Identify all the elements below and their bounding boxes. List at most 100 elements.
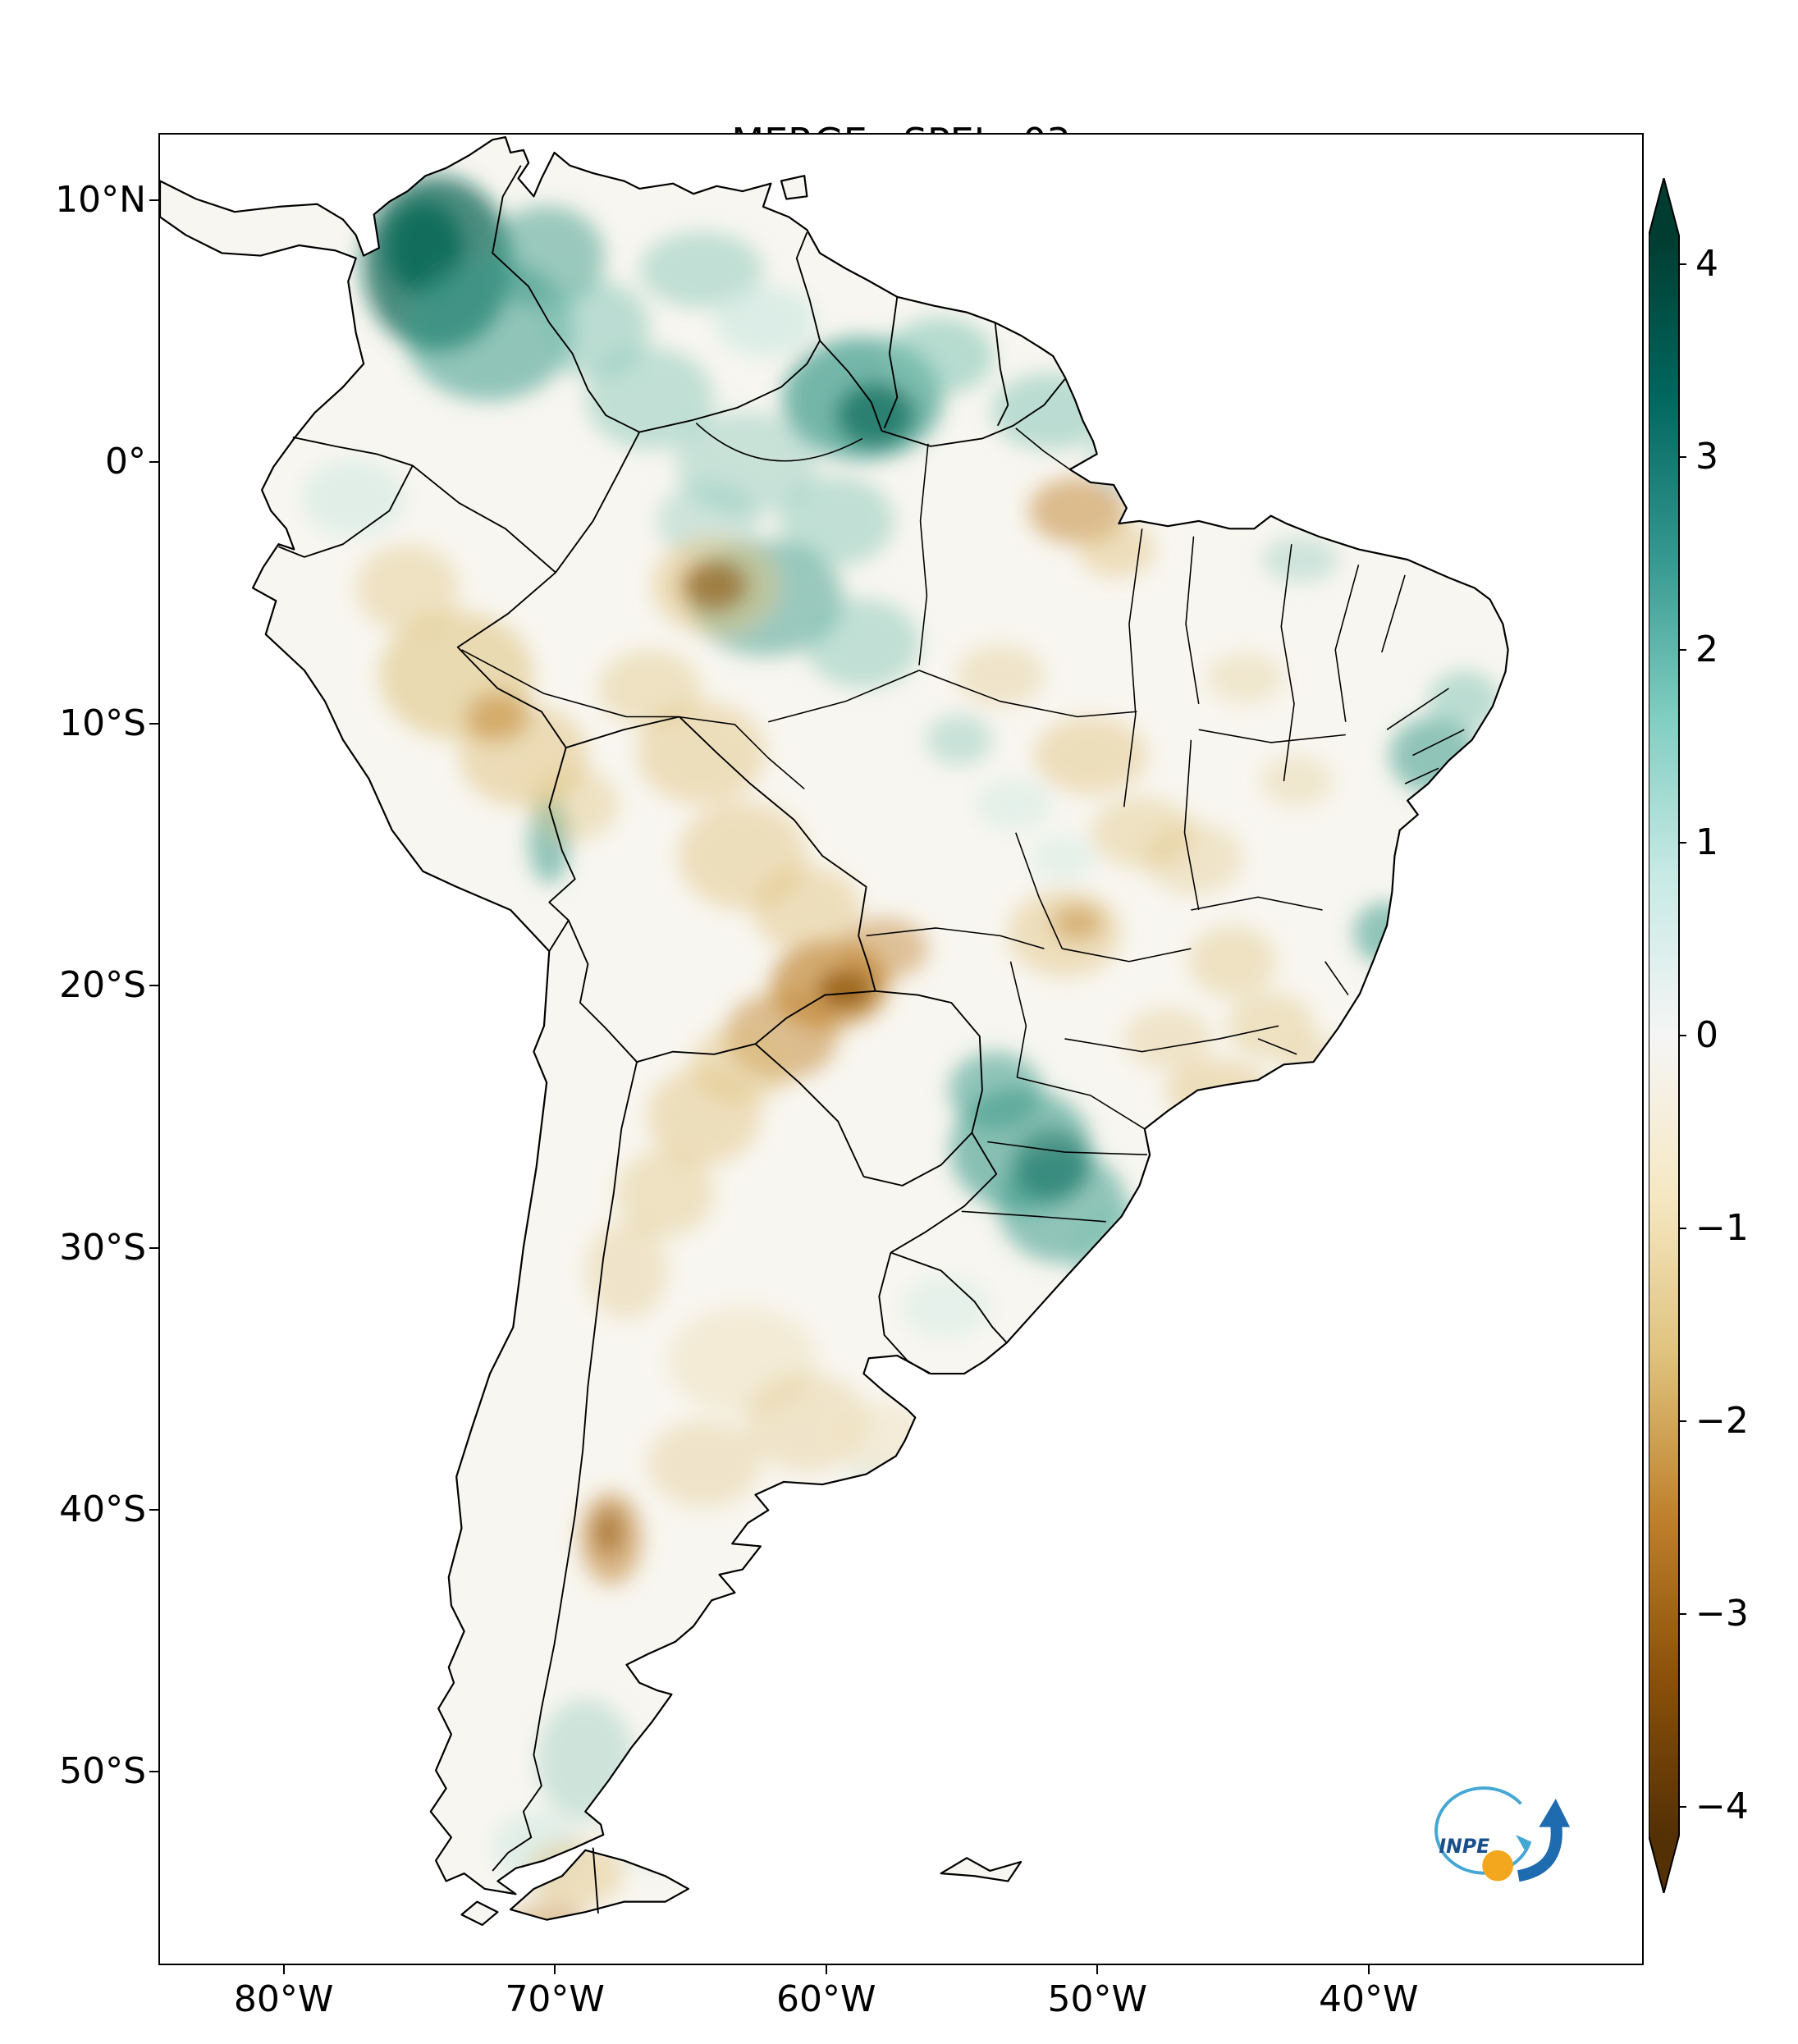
- spei-anomaly-blob: [680, 560, 748, 611]
- y-axis-tick-mark: [149, 985, 158, 987]
- spei-anomaly-blob: [1033, 716, 1147, 794]
- x-axis-tick-mark: [554, 1965, 556, 1974]
- y-axis-tick-mark: [149, 199, 158, 201]
- spei-anomaly-blob: [355, 544, 460, 632]
- spei-anomaly-blob: [840, 917, 928, 980]
- inpe-logo-arrowhead: [1539, 1799, 1571, 1827]
- spei-anomaly-blob: [1064, 1200, 1169, 1289]
- spei-anomaly-blob: [1164, 1059, 1269, 1122]
- spei-anomaly-blob: [647, 1420, 761, 1508]
- spei-anomaly-blob: [637, 701, 766, 805]
- spei-anomaly-blob: [974, 778, 1052, 830]
- y-axis-tick-label: 10°S: [59, 702, 146, 745]
- x-axis-tick-mark: [1096, 1965, 1099, 1974]
- colorbar-tick-label: −2: [1695, 1400, 1749, 1442]
- x-axis-tick-label: 70°W: [505, 1978, 605, 2020]
- spei-anomaly-blob: [901, 1275, 991, 1338]
- inpe-logo-swirl-arrowhead: [1516, 1835, 1530, 1854]
- spei-anomaly-blob: [1188, 925, 1276, 998]
- x-axis-tick-mark: [1367, 1965, 1370, 1974]
- x-axis-tick-mark: [825, 1965, 827, 1974]
- spei-anomaly-blob: [1087, 420, 1192, 493]
- spei-anomaly-blob: [925, 714, 993, 766]
- y-axis-tick-label: 10°N: [55, 178, 146, 221]
- spei-anomaly-blob: [832, 1402, 931, 1475]
- inpe-logo-swirl: [1434, 1786, 1532, 1875]
- spei-anomaly-blob: [1144, 822, 1243, 895]
- spei-anomaly-blob: [536, 1698, 634, 1822]
- y-axis-tick-label: 30°S: [59, 1226, 146, 1269]
- spei-anomaly-blob: [1123, 1008, 1212, 1070]
- y-axis-tick-label: 50°S: [59, 1750, 146, 1793]
- spei-anomaly-blob: [1227, 992, 1315, 1060]
- spei-anomaly-blob: [991, 373, 1108, 450]
- spei-anomaly-blob: [817, 970, 875, 1009]
- spei-anomaly-blob: [615, 1149, 715, 1237]
- y-axis-tick-mark: [149, 723, 158, 725]
- x-axis-tick-mark: [282, 1965, 285, 1974]
- spei-anomaly-blob: [1283, 1036, 1357, 1093]
- spei-anomaly-blob: [592, 1508, 624, 1556]
- x-axis-tick-label: 50°W: [1047, 1978, 1147, 2020]
- y-axis-tick-label: 0°: [105, 440, 146, 482]
- x-axis-tick-label: 60°W: [775, 1978, 876, 2020]
- spei-anomaly-blob: [753, 866, 862, 954]
- y-axis-tick-mark: [149, 1771, 158, 1773]
- x-axis-tick-label: 40°W: [1319, 1978, 1419, 2020]
- spei-anomaly-blob: [714, 285, 817, 358]
- colorbar-tick-marks: [1679, 263, 1686, 1808]
- colorbar-tick-label: 3: [1695, 436, 1718, 478]
- spei-anomaly-blob: [956, 644, 1045, 706]
- spei-anomaly-blob: [1428, 670, 1501, 733]
- spei-anomaly-blob: [1242, 1090, 1315, 1137]
- inpe-logo-arrow: [1517, 1821, 1562, 1882]
- y-axis-tick-mark: [149, 1508, 158, 1511]
- y-axis-tick-label: 20°S: [59, 964, 146, 1007]
- spei-anomaly-blob: [804, 598, 921, 688]
- spei-anomaly-blob: [531, 768, 620, 841]
- spei-anomaly-blob: [885, 317, 995, 396]
- spei-anomaly-blob: [1260, 755, 1334, 807]
- colorbar-tick-label: 0: [1695, 1014, 1718, 1056]
- colorbar: [1649, 178, 1686, 1893]
- spei-anomaly-blob: [1206, 652, 1284, 704]
- colorbar-tick-label: −4: [1695, 1786, 1749, 1827]
- spei-anomaly-blob: [1261, 536, 1339, 583]
- spei-anomaly-blob: [1013, 1128, 1091, 1201]
- colorbar-tick-label: 4: [1695, 243, 1718, 285]
- spei-anomaly-blob: [678, 1703, 781, 1791]
- spei-anomaly-blob: [612, 1804, 701, 1866]
- inpe-logo: INPE: [1434, 1786, 1571, 1882]
- state-borders: [461, 423, 1465, 1223]
- spei-anomaly-blob: [778, 475, 895, 566]
- spei-anomaly-blob: [533, 278, 650, 377]
- spei-anomaly-blob: [1077, 520, 1155, 578]
- x-axis-tick-label: 80°W: [233, 1978, 334, 2020]
- spei-anomaly-blob: [585, 347, 715, 450]
- spei-anomaly-blob: [510, 1901, 588, 1925]
- colorbar-tick-label: 2: [1695, 629, 1718, 670]
- map-plot-area: INPE: [158, 133, 1644, 1965]
- y-axis-tick-label: 40°S: [59, 1488, 146, 1530]
- country-borders: [278, 165, 1066, 1914]
- spei-anomaly-blob: [694, 1616, 837, 1745]
- inpe-logo-text: INPE: [1439, 1835, 1489, 1858]
- spei-anomaly-blob: [753, 1546, 857, 1635]
- colorbar-tick-label: −1: [1695, 1207, 1749, 1249]
- colorbar-bar: [1649, 178, 1680, 1893]
- spei-anomaly-blob: [526, 1840, 624, 1907]
- spei-anomaly-blob: [301, 459, 405, 537]
- spei-anomaly-blob: [1030, 835, 1095, 882]
- colorbar-tick-label: −3: [1695, 1593, 1749, 1635]
- spei-anomaly-blob: [647, 1067, 761, 1165]
- inpe-logo-ball: [1482, 1850, 1513, 1882]
- spei-anomaly-blob: [639, 231, 763, 309]
- south-america-map: INPE: [160, 136, 1571, 1927]
- colorbar-tick-label: 1: [1695, 821, 1718, 863]
- y-axis-tick-mark: [149, 460, 158, 463]
- spei-anomaly-blob: [465, 691, 530, 743]
- y-axis-tick-mark: [149, 1246, 158, 1249]
- spei-anomaly-blob: [1051, 904, 1104, 941]
- spei-anomaly-blob: [597, 649, 702, 728]
